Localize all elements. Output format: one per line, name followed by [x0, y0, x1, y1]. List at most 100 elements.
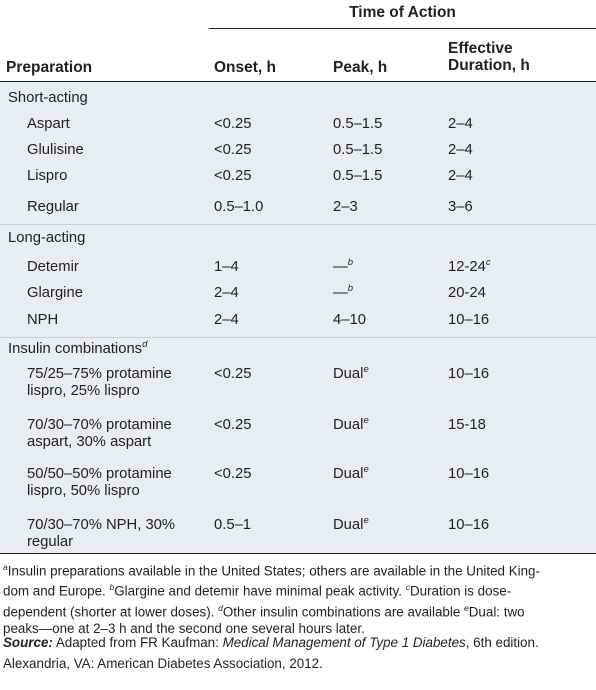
group-divider [0, 337, 596, 338]
row-name: Regular [27, 199, 79, 215]
row-peak: 0.5–1.5 [333, 168, 383, 184]
source-label: Source: [3, 635, 53, 650]
time-of-action-rule [209, 28, 596, 29]
row-duration: 2–4 [448, 116, 473, 132]
footnote-text: dom and Europe. [3, 583, 110, 599]
row-onset: <0.25 [214, 366, 252, 382]
row-peak: Duale [333, 415, 369, 434]
table-header: Time of Action Preparation Onset, h Peak… [0, 0, 596, 81]
row-name-line2: regular [27, 534, 74, 550]
row-duration: 2–4 [448, 142, 473, 158]
table-bottom-rule [0, 553, 596, 554]
row-name: 70/30–70% NPH, 30% regular [27, 517, 175, 551]
footnote-text: dependent (shorter at lower doses). [3, 604, 219, 620]
row-peak: 0.5–1.5 [333, 116, 383, 132]
group-long-acting: Long-acting Detemir 1–4 —b 12-24c Glargi… [0, 225, 596, 337]
footnote-line: dependent (shorter at lower doses). dOth… [3, 600, 591, 620]
row-peak: 2–3 [333, 199, 358, 215]
row-name: Aspart [27, 116, 70, 132]
row-onset: 0.5–1 [214, 517, 252, 533]
footnote-text: Duration is dose- [409, 583, 512, 599]
duration-header-line1: Effective [448, 40, 513, 57]
row-onset: <0.25 [214, 466, 252, 482]
row-name: Glulisine [27, 142, 84, 158]
row-name: Detemir [27, 259, 79, 275]
row-name-line1: 50/50–50% protamine [27, 466, 172, 482]
source-line: Source: Adapted from FR Kaufman: Medical… [3, 632, 591, 653]
row-name-line2: lispro, 50% lispro [27, 483, 140, 499]
duration-header-line2: Duration, h [448, 57, 530, 74]
row-duration: 12-24c [448, 257, 491, 276]
row-peak: —b [333, 257, 354, 276]
row-name: 75/25–75% protamine lispro, 25% lispro [27, 366, 172, 400]
footnote-mark: d [218, 602, 223, 613]
row-name-line1: 75/25–75% protamine [27, 366, 172, 382]
row-onset: <0.25 [214, 116, 252, 132]
row-name: Glargine [27, 285, 83, 301]
row-duration: 10–16 [448, 517, 490, 533]
peak-value: — [333, 285, 348, 301]
row-name-line1: 70/30–70% protamine [27, 417, 172, 433]
row-onset: 0.5–1.0 [214, 199, 264, 215]
row-duration: 3–6 [448, 199, 473, 215]
peak-header: Peak, h [333, 59, 388, 76]
row-name-line1: 70/30–70% NPH, 30% [27, 517, 176, 533]
footnote-mark: b [109, 582, 115, 593]
group-title: Long-acting [8, 230, 86, 246]
source-book-title: Medical Management of Type 1 Diabetes [222, 635, 466, 650]
row-peak: —b [333, 283, 354, 302]
duration-header: Effective Duration, h [448, 40, 530, 74]
footnote-mark: e [363, 515, 369, 527]
footnote-mark: e [464, 602, 469, 613]
row-onset: 2–4 [214, 285, 239, 301]
row-duration: 20-24 [448, 285, 486, 301]
group-title: Short-acting [8, 90, 88, 106]
onset-header: Onset, h [214, 59, 277, 76]
peak-value: — [333, 259, 348, 275]
row-peak: 0.5–1.5 [333, 142, 383, 158]
source-text: , 6th edition. [465, 635, 539, 650]
header-bottom-rule [0, 81, 596, 82]
row-name: 70/30–70% protamine aspart, 30% aspart [27, 417, 172, 451]
peak-value: Dual [333, 417, 364, 433]
row-name: Lispro [27, 168, 68, 184]
row-onset: <0.25 [214, 168, 252, 184]
footnote-mark: c [405, 582, 410, 593]
row-name-line2: lispro, 25% lispro [27, 383, 140, 399]
footnote-mark: e [363, 415, 369, 427]
footnote-mark: a [3, 562, 8, 572]
duration-value: 12-24 [448, 259, 486, 275]
row-peak: 4–10 [333, 312, 366, 328]
row-onset: <0.25 [214, 417, 252, 433]
footnote-mark: c [485, 257, 491, 269]
time-of-action-heading: Time of Action [349, 4, 456, 21]
row-duration: 10–16 [448, 466, 490, 482]
footnote-text: Insulin preparations available in the Un… [7, 563, 540, 579]
table-footnotes: aInsulin preparations available in the U… [3, 559, 591, 637]
group-divider [0, 224, 596, 225]
source-citation: Source: Adapted from FR Kaufman: Medical… [3, 632, 591, 674]
group-title: Insulin combinationsd [8, 339, 148, 358]
row-peak: Duale [333, 365, 369, 383]
preparation-header: Preparation [6, 59, 93, 76]
source-line: Alexandria, VA: American Diabetes Associ… [3, 656, 323, 671]
peak-value: Dual [333, 466, 364, 482]
row-duration: 10–16 [448, 312, 490, 328]
row-onset: <0.25 [214, 142, 252, 158]
footnote-mark: d [142, 339, 148, 351]
row-name-line2: aspart, 30% aspart [27, 434, 152, 450]
source-text: Adapted from FR Kaufman: [52, 635, 223, 650]
row-name: 50/50–50% protamine lispro, 50% lispro [27, 466, 172, 500]
footnote-mark: e [363, 464, 369, 476]
footnote-text: Glargine and detemir have minimal peak a… [114, 583, 406, 599]
footnote-line: dom and Europe. bGlargine and detemir ha… [3, 579, 591, 599]
row-peak: Duale [333, 464, 369, 483]
row-onset: 2–4 [214, 312, 239, 328]
footnote-mark: b [347, 283, 354, 295]
peak-value: Dual [333, 366, 364, 382]
row-onset: 1–4 [214, 259, 239, 275]
footnote-line: peaks—one at 2–3 h and the second one se… [3, 621, 365, 637]
peak-value: Dual [333, 517, 364, 533]
footnote-mark: b [347, 257, 354, 269]
group-title-text: Insulin combinations [8, 341, 143, 357]
